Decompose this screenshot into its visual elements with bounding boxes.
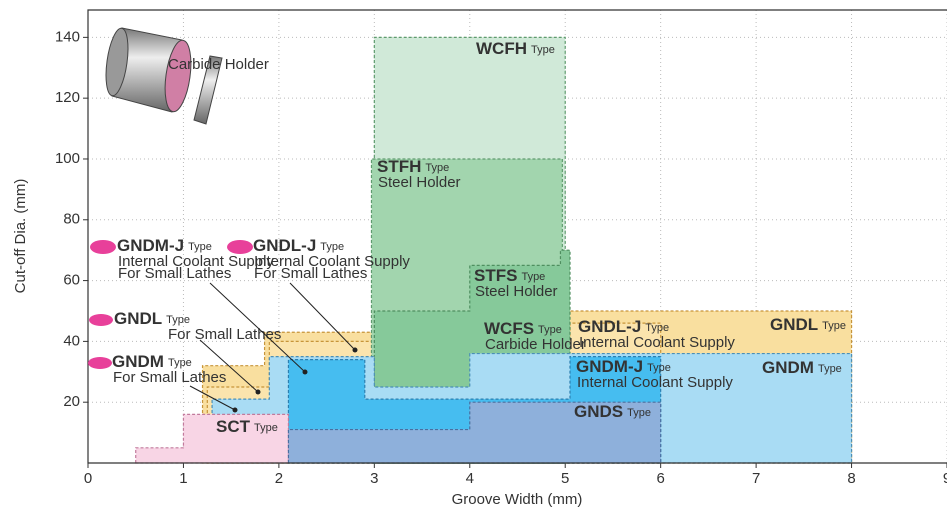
region-label: SCT Type	[216, 417, 278, 436]
label-suffix: Type	[166, 314, 190, 326]
x-tick-label: 5	[561, 470, 569, 487]
x-tick-label: 0	[84, 470, 92, 487]
label-name: WCFS	[484, 319, 534, 338]
pointer-arrow	[189, 385, 236, 411]
y-tick-label: 140	[55, 28, 80, 45]
x-tick-label: 1	[179, 470, 187, 487]
region-label: STFH Type	[377, 157, 449, 176]
x-tick-label: 9	[943, 470, 947, 487]
label-suffix: Type	[188, 241, 212, 253]
y-axis-title: Cut-off Dia. (mm)	[12, 179, 29, 294]
axis-frame	[87, 9, 947, 464]
label-name: SCT	[216, 417, 251, 436]
pointer-dot	[302, 369, 308, 375]
label-name: GNDM-J	[117, 236, 184, 255]
region-label: GNDL Type	[770, 315, 846, 334]
region-label: WCFS Type	[484, 319, 562, 338]
x-tick-label: 4	[466, 470, 474, 487]
pointer-arrow	[199, 339, 259, 393]
y-tick-label: 60	[63, 272, 80, 289]
label-note: For Small Lathes	[168, 326, 281, 343]
region	[135, 413, 290, 464]
label-note: For Small Lathes	[254, 265, 367, 282]
label-name: GNDL	[770, 315, 818, 334]
label-note: Steel Holder	[475, 283, 558, 300]
y-tick-label: 100	[55, 150, 80, 167]
x-tick-label: 6	[656, 470, 664, 487]
pointer-arrow	[209, 282, 306, 373]
region-label: GNDL Type	[114, 309, 190, 328]
badges	[88, 240, 253, 369]
pointer-dot	[255, 389, 261, 395]
label-name: STFS	[474, 266, 517, 285]
x-tick-label: 7	[752, 470, 760, 487]
label-suffix: Type	[320, 241, 344, 253]
label-suffix: Type	[645, 322, 669, 334]
label-suffix: Type	[254, 422, 278, 434]
region-label: WCFH Type	[476, 39, 555, 58]
pointer-dot	[232, 407, 238, 413]
label-name: GNDL-J	[578, 317, 641, 336]
label-note: Carbide Holder	[485, 336, 586, 353]
label-name: GNDM-J	[576, 357, 643, 376]
region-label: GNDL-J Type	[578, 317, 669, 336]
x-tick-label: 8	[847, 470, 855, 487]
x-tick-label: 2	[275, 470, 283, 487]
label-suffix: Type	[531, 44, 555, 56]
label-name: WCFH	[476, 39, 527, 58]
region-label: GNDM Type	[112, 352, 192, 371]
illustration	[105, 27, 223, 125]
label-name: GNDM	[112, 352, 164, 371]
region-label: GNDS Type	[574, 402, 651, 421]
label-suffix: Type	[822, 320, 846, 332]
label-note: Internal Coolant Supply	[254, 253, 410, 270]
label-note: Carbide Holder	[168, 56, 269, 73]
label-name: GNDM	[762, 358, 814, 377]
y-tick-label: 20	[63, 393, 80, 410]
label-name: GNDS	[574, 402, 623, 421]
label-name: STFH	[377, 157, 421, 176]
label-name: GNDL-J	[253, 236, 316, 255]
region	[287, 401, 662, 464]
region-label: STFS Type	[474, 266, 545, 285]
label-suffix: Type	[168, 357, 192, 369]
y-tick-label: 40	[63, 332, 80, 349]
pointer-arrow	[289, 282, 356, 351]
label-name: GNDL	[114, 309, 162, 328]
label-suffix: Type	[627, 407, 651, 419]
label-note: Internal Coolant Supply	[579, 334, 735, 351]
region-label: GNDM Type	[762, 358, 842, 377]
y-tick-label: 80	[63, 211, 80, 228]
label-note: For Small Lathes	[118, 265, 231, 282]
region-label: GNDL-J Type	[253, 236, 344, 255]
label-suffix: Type	[647, 362, 671, 374]
label-note: Internal Coolant Supply	[118, 253, 274, 270]
label-suffix: Type	[425, 162, 449, 174]
region-label: GNDM-J Type	[117, 236, 212, 255]
y-tick-label: 120	[55, 89, 80, 106]
label-note: For Small Lathes	[113, 369, 226, 386]
x-tick-label: 3	[370, 470, 378, 487]
pointer-dot	[352, 347, 358, 353]
label-note: Steel Holder	[378, 174, 461, 191]
x-axis-title: Groove Width (mm)	[452, 491, 583, 508]
label-suffix: Type	[818, 363, 842, 375]
label-note: Internal Coolant Supply	[577, 374, 733, 391]
label-suffix: Type	[538, 324, 562, 336]
region-label: GNDM-J Type	[576, 357, 671, 376]
label-suffix: Type	[521, 271, 545, 283]
